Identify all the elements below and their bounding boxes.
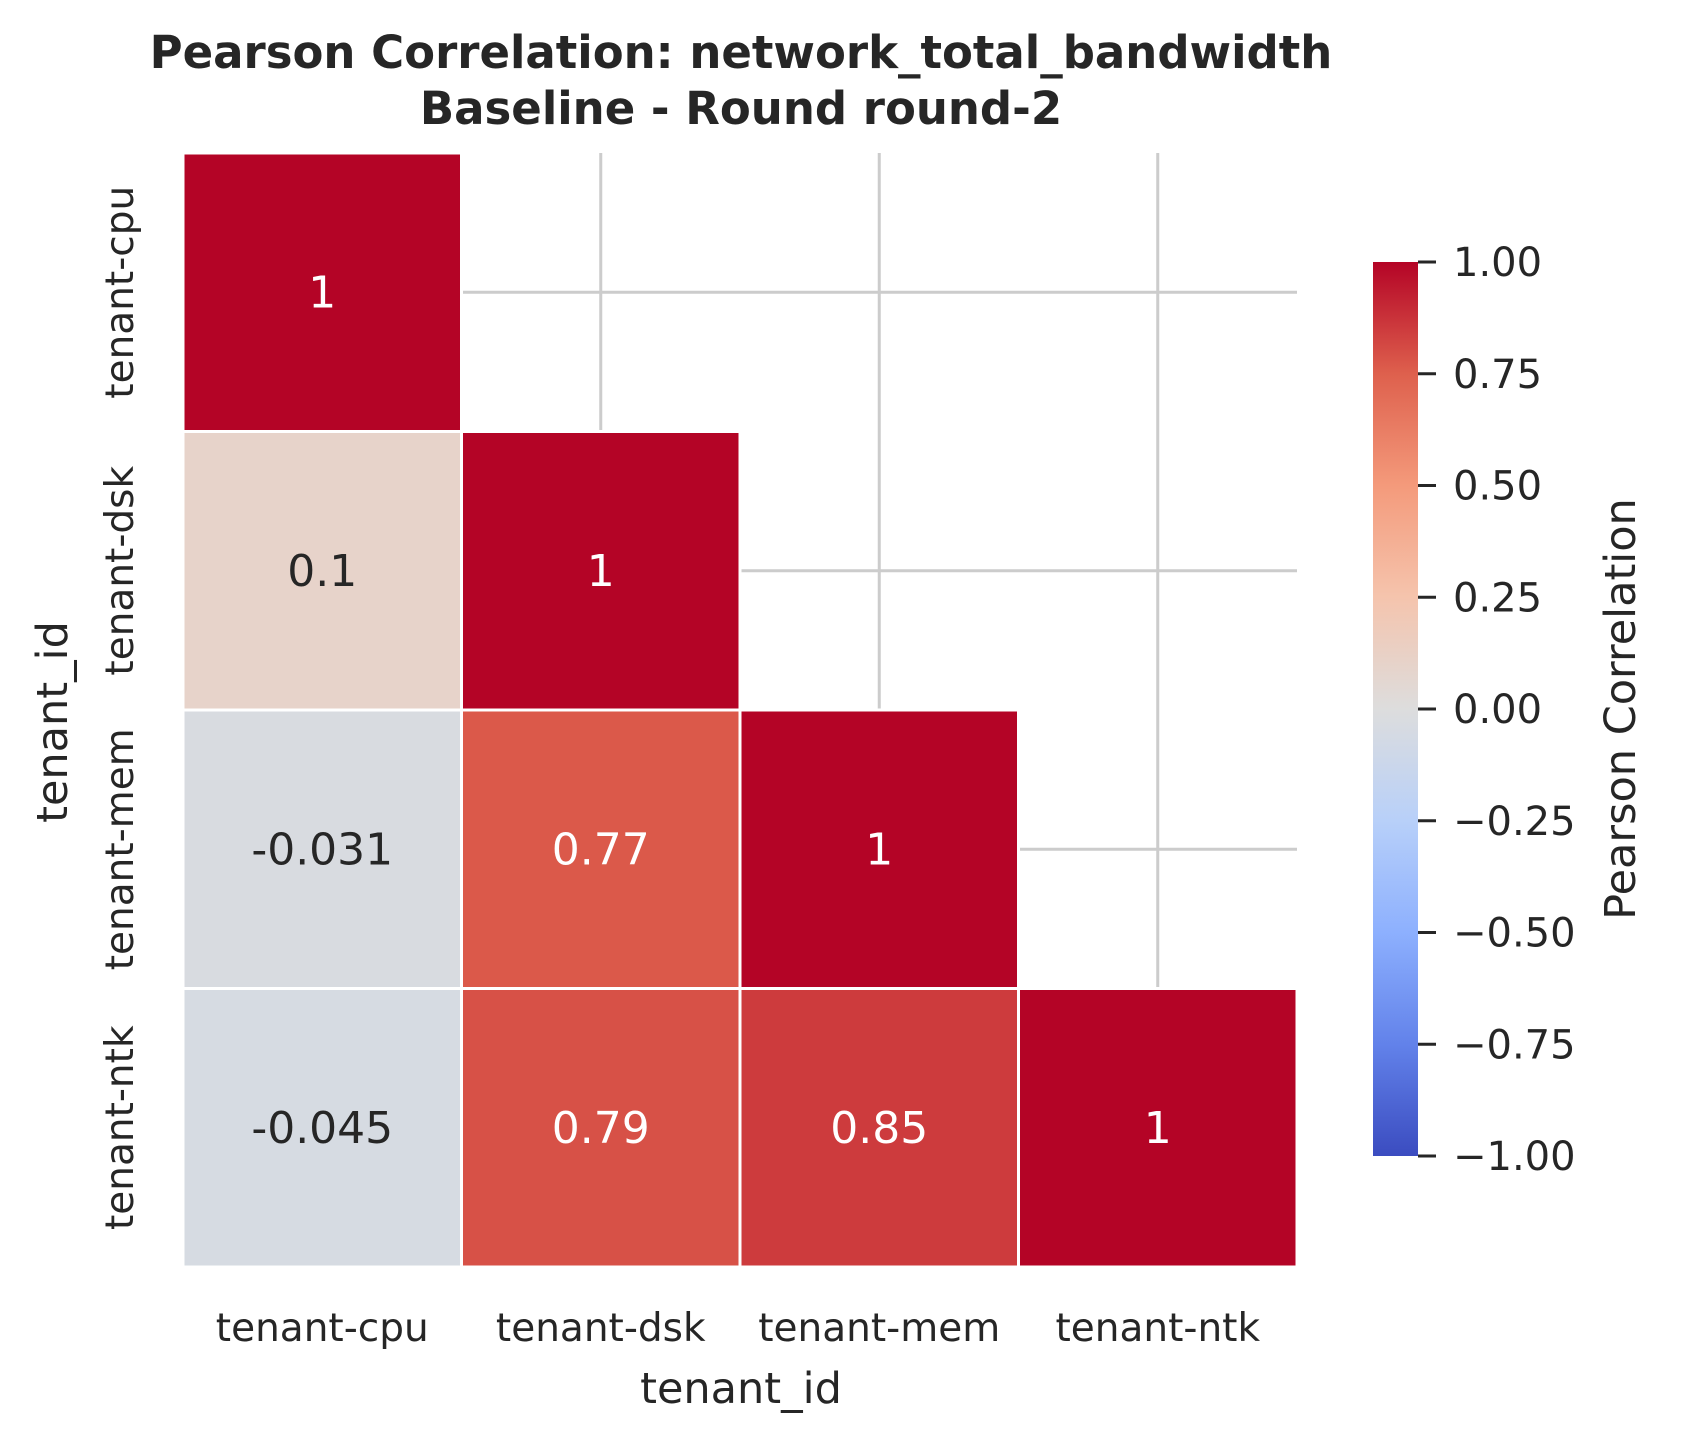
colorbar-tick-label: −0.25: [1453, 799, 1576, 845]
heatmap-cell: [460, 430, 742, 712]
x-tick-label: tenant-ntk: [1055, 1306, 1260, 1351]
colorbar-tick-label: −0.75: [1453, 1022, 1576, 1068]
y-axis-label: tenant_id: [28, 621, 78, 823]
heatmap-cell: [1017, 987, 1299, 1269]
cell-value-label: 1: [865, 824, 893, 875]
cell-value-label: 0.1: [287, 546, 357, 597]
colorbar-label: Pearson Correlation: [1596, 498, 1646, 920]
x-tick-labels: tenant-cpu tenant-dsk tenant-mem tenant-ntk: [216, 1306, 1261, 1351]
colorbar-tick-label: −0.50: [1453, 911, 1576, 957]
y-tick-label: tenant-mem: [98, 728, 143, 970]
colorbar-tick-label: −1.00: [1453, 1134, 1576, 1180]
y-tick-label: tenant-dsk: [98, 466, 143, 676]
chart-title-line-1: Pearson Correlation: network_total_bandw…: [150, 26, 1333, 79]
y-tick-label: tenant-cpu: [98, 186, 143, 399]
colorbar-ticks: 1.00 0.75 0.50 0.25 0.00 −0.25 −0.50 −0.75 −1.00: [1418, 240, 1576, 1180]
cell-value-label: 0.77: [552, 824, 650, 875]
heatmap-cell: [738, 708, 1020, 990]
y-tick-label: tenant-ntk: [98, 1025, 143, 1230]
cell-value-label: 0.85: [830, 1103, 928, 1154]
x-tick-label: tenant-mem: [758, 1306, 1000, 1351]
heatmap-cell: [738, 987, 1020, 1269]
x-tick-label: tenant-cpu: [216, 1306, 429, 1351]
colorbar-tick-label: 0.25: [1453, 575, 1542, 621]
cell-value-label: 1: [1144, 1103, 1172, 1154]
heatmap-cell: [181, 430, 463, 712]
cell-value-label: -0.031: [251, 824, 393, 875]
cell-value-label: 0.79: [552, 1103, 650, 1154]
heatmap-cells: [181, 151, 1299, 1269]
colorbar-tick-label: 0.50: [1453, 464, 1542, 510]
colorbar-tick-label: 0.00: [1453, 687, 1542, 733]
x-tick-label: tenant-dsk: [496, 1306, 706, 1351]
cell-value-label: -0.045: [251, 1103, 393, 1154]
heatmap-cell: [460, 708, 742, 990]
cell-value-label: 1: [587, 546, 615, 597]
y-tick-labels: tenant-cpu tenant-dsk tenant-mem tenant-ntk: [98, 186, 143, 1230]
chart-title-line-2: Baseline - Round round-2: [420, 82, 1062, 135]
colorbar: [1373, 262, 1418, 1156]
colorbar-tick-label: 0.75: [1453, 352, 1542, 398]
cell-value-label: 1: [308, 267, 336, 318]
cell-annotations: 1 0.1 1 -0.031 0.77 1 -0.045 0.79 0.85 1: [251, 267, 1171, 1154]
heatmap-cell: [181, 708, 463, 990]
heatmap-cell: [181, 987, 463, 1269]
colorbar-tick-label: 1.00: [1453, 240, 1542, 286]
heatmap-cell: [181, 151, 463, 433]
x-axis-label: tenant_id: [640, 1364, 842, 1414]
